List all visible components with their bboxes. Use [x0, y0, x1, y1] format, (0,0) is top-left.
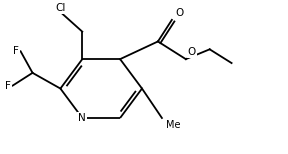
- Text: F: F: [5, 81, 11, 91]
- Text: N: N: [78, 113, 86, 123]
- Text: Cl: Cl: [55, 3, 66, 13]
- Text: Me: Me: [166, 120, 180, 130]
- Text: O: O: [188, 47, 196, 57]
- Text: F: F: [13, 46, 19, 56]
- Text: O: O: [176, 8, 184, 18]
